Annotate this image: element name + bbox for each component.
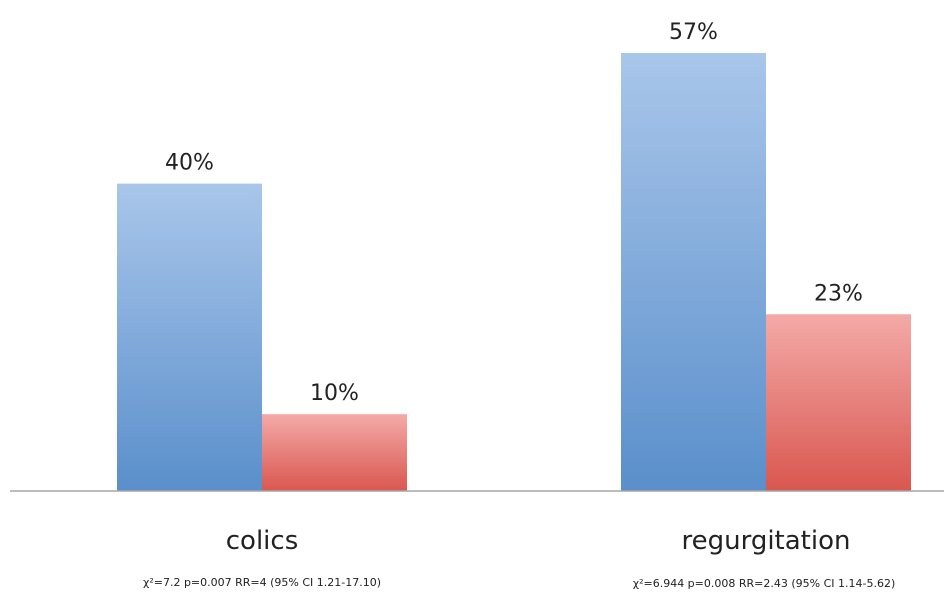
data-label-regurgitation-series-2: 23% [814, 281, 863, 306]
category-label-colics: colics [226, 526, 299, 556]
bar-regurgitation-series-2 [766, 314, 911, 491]
data-label-regurgitation-series-1: 57% [669, 20, 718, 45]
category-stats-regurgitation: χ²=6.944 p=0.008 RR=2.43 (95% CI 1.14-5.… [633, 577, 896, 590]
bar-colics-series-2 [262, 414, 407, 491]
data-label-colics-series-1: 40% [165, 151, 214, 176]
labels-layer: 40% 10% 57% 23% [165, 20, 863, 406]
bar-colics-series-1 [117, 183, 262, 491]
category-stats-colics: χ²=7.2 p=0.007 RR=4 (95% CI 1.21-17.10) [143, 576, 381, 589]
bar-regurgitation-series-1 [621, 53, 766, 491]
data-label-colics-series-2: 10% [310, 381, 359, 406]
category-label-regurgitation: regurgitation [682, 526, 851, 556]
bars-layer [117, 53, 911, 491]
